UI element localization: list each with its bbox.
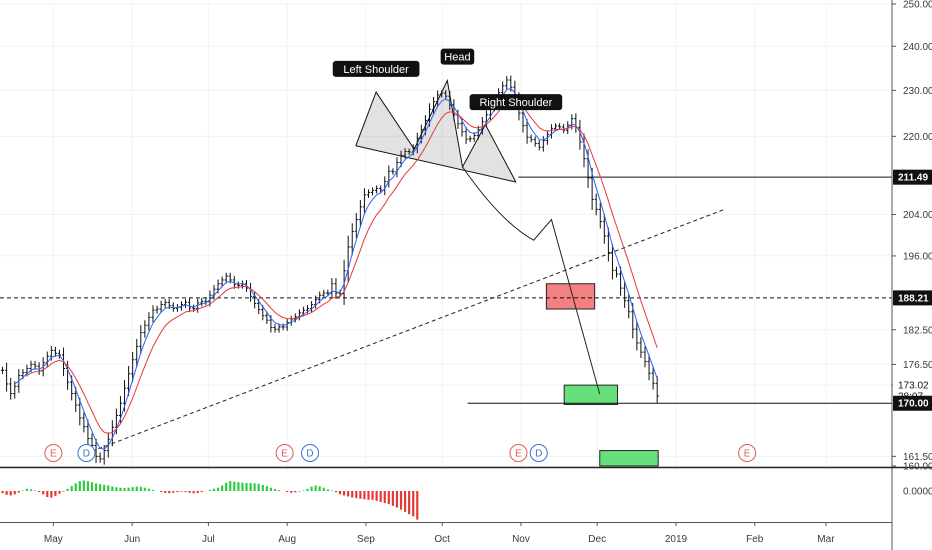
- event-marker-circle: [738, 444, 757, 462]
- price-tag-box: [893, 169, 932, 185]
- y-tick-label: 250.00: [903, 0, 932, 11]
- pattern-label: Left Shoulder: [343, 64, 409, 76]
- y-tick-label: 196.00: [903, 251, 932, 262]
- x-tick-label: Dec: [588, 534, 606, 545]
- price-tag-label: 170.00: [898, 399, 929, 410]
- oscillator-histogram: [0, 470, 892, 522]
- x-tick-label: Nov: [512, 534, 530, 545]
- oscillator-tick-label: 0.0000: [903, 487, 932, 498]
- y-tick-label: 176.50: [903, 360, 932, 371]
- event-marker-label: D: [535, 449, 542, 460]
- pattern-label-box: [469, 94, 563, 111]
- x-tick-label: Aug: [278, 534, 296, 545]
- event-marker-label: E: [744, 449, 751, 460]
- price-bars: [0, 75, 659, 465]
- price-zone: [599, 450, 659, 467]
- x-tick-label: Jul: [202, 534, 215, 545]
- price-tag-label: 173.02: [898, 381, 929, 392]
- pattern-label-box: [440, 48, 475, 65]
- price-tag-label: 188.21: [898, 293, 929, 304]
- x-tick-label: Feb: [746, 534, 764, 545]
- x-tick-label: Oct: [434, 534, 450, 545]
- y-tick-label: 220.00: [903, 132, 932, 143]
- y-tick-label: 230.00: [903, 86, 932, 97]
- pattern-labels: Left Shoulder Head Right Shoulder: [332, 48, 563, 111]
- event-marker-circle: [509, 444, 528, 462]
- event-marker-circle: [301, 444, 320, 462]
- neckline: [355, 145, 516, 183]
- y-tick-label: 160.00: [903, 462, 932, 473]
- pattern-label: Head: [444, 52, 470, 64]
- event-marker-label: D: [83, 449, 90, 460]
- moving-average-slow: [26, 97, 658, 435]
- x-tick-label: May: [44, 534, 63, 545]
- event-marker-circle: [529, 444, 548, 462]
- dashed-trendline[interactable]: [78, 208, 725, 457]
- y-tick-label: 240.00: [903, 42, 932, 53]
- event-marker-label: E: [281, 449, 288, 460]
- horizontal-price-lines: [0, 176, 892, 404]
- oscillator-pane: [0, 470, 892, 522]
- price-tag-box: [893, 395, 932, 411]
- projected-curve-line: [462, 166, 601, 395]
- price-zone: [563, 384, 619, 405]
- x-tick-label: Mar: [817, 534, 835, 545]
- event-marker-circle: [275, 444, 294, 462]
- event-marker-label: D: [306, 449, 313, 460]
- pattern-label-box: [332, 60, 420, 77]
- event-marker-label: E: [50, 449, 57, 460]
- event-marker-label: E: [515, 449, 522, 460]
- pattern-label: Right Shoulder: [479, 97, 552, 109]
- moving-average-fast: [14, 88, 658, 450]
- chart-grid: [0, 3, 892, 522]
- y-tick-label: 161.50: [903, 452, 932, 463]
- price-tag-box: [893, 290, 932, 306]
- event-marker-circle: [44, 444, 63, 462]
- price-tag-label: 211.49: [898, 173, 928, 184]
- x-tick-label: Sep: [357, 534, 375, 545]
- y-tick-label: 204.00: [903, 210, 932, 221]
- pattern-fill: [355, 80, 516, 182]
- event-marker-circle: [77, 444, 96, 462]
- x-tick-label: Jun: [124, 534, 140, 545]
- y-tick-label: 182.50: [903, 325, 932, 336]
- x-tick-label: 2019: [665, 534, 688, 545]
